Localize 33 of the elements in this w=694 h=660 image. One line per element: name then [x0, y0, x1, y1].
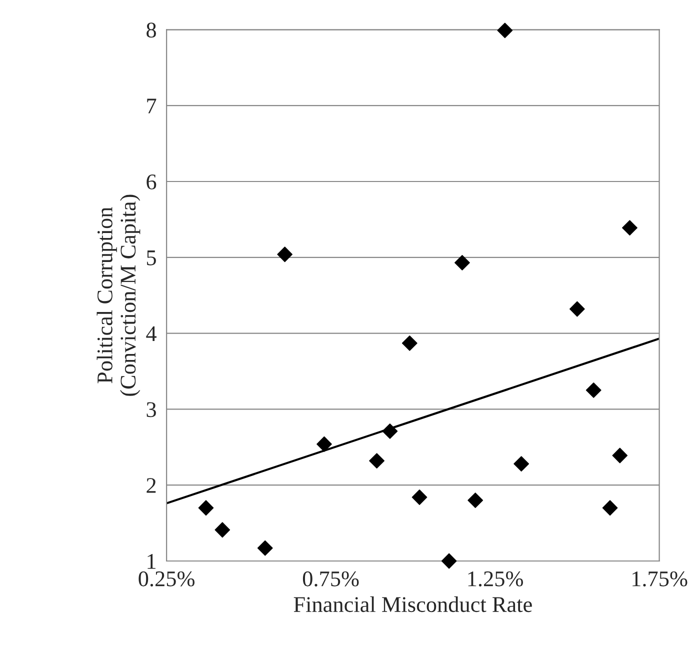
point	[468, 492, 484, 508]
y-tick-label: 5	[147, 250, 156, 266]
point	[369, 453, 384, 469]
y-axis-title: Political Corruption (Conviction/M Capita)	[96, 194, 140, 396]
point	[612, 448, 628, 464]
y-tick-label: 7	[147, 98, 156, 114]
point	[569, 301, 585, 317]
point	[382, 424, 398, 439]
point	[441, 553, 457, 569]
point	[602, 500, 618, 516]
y-tick-label: 4	[146, 326, 156, 342]
point	[497, 22, 513, 38]
point	[412, 490, 428, 505]
point	[454, 255, 470, 270]
point	[257, 540, 273, 556]
x-tick-label: 1.75%	[632, 571, 688, 586]
point	[622, 220, 638, 236]
x-tick-label: 0.25%	[138, 571, 195, 586]
y-tick-label: 2	[146, 478, 156, 493]
point	[316, 436, 332, 452]
point	[586, 382, 602, 398]
x-axis-title: Financial Misconduct Rate	[294, 596, 532, 612]
point	[198, 500, 214, 516]
y-tick-label: 3	[146, 402, 156, 418]
y-tick-label: 6	[146, 174, 156, 190]
x-tick-label: 1.25%	[468, 571, 523, 586]
y-tick-label: 8	[146, 22, 156, 38]
point	[402, 335, 418, 351]
x-tick-label: 0.75%	[302, 571, 359, 586]
y-tick-label: 1	[148, 554, 156, 569]
point	[514, 456, 530, 472]
point	[214, 522, 230, 538]
point	[277, 246, 293, 262]
